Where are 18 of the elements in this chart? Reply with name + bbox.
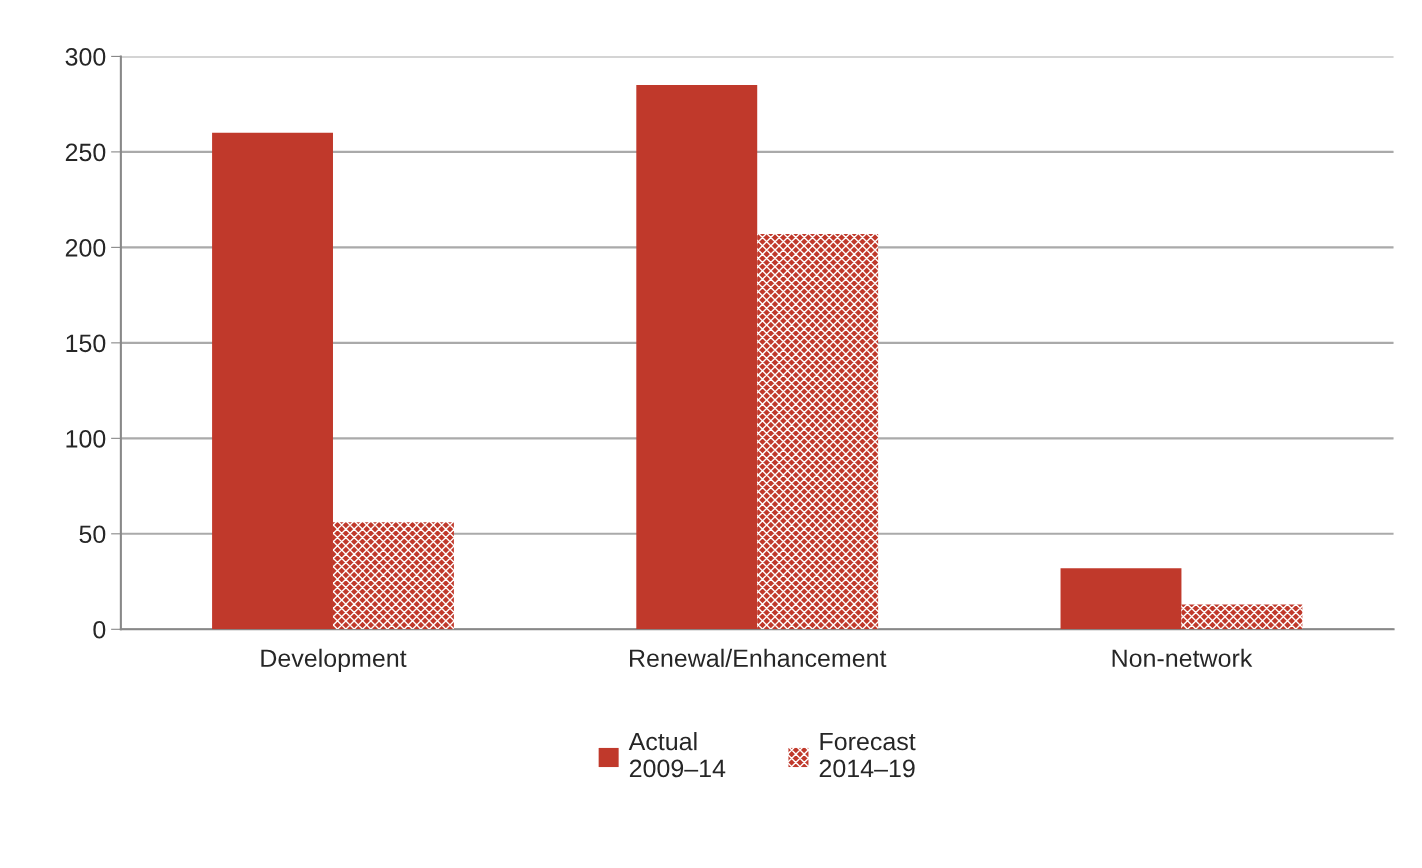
bar <box>636 85 758 630</box>
bar <box>757 234 879 630</box>
bar <box>1060 568 1182 630</box>
x-tick-label: Renewal/Enhancement <box>630 648 887 668</box>
x-tick-label: Non-network <box>1112 648 1253 668</box>
legend-label: Actual 2009–14 <box>628 732 726 778</box>
y-tick-label: 150 <box>66 334 106 353</box>
bar <box>212 132 333 630</box>
y-tick-label: 300 <box>65 48 106 66</box>
y-tick-label: 100 <box>66 429 106 448</box>
x-tick-label: Development <box>261 648 407 673</box>
bar <box>1181 604 1303 630</box>
legend-label: Forecast 2014–19 <box>819 732 916 778</box>
y-tick-label: 200 <box>65 238 106 257</box>
y-tick-label: 250 <box>65 143 106 162</box>
y-tick-label: 0 <box>93 620 106 639</box>
y-tick-label: 50 <box>79 525 106 544</box>
bar <box>332 522 454 630</box>
